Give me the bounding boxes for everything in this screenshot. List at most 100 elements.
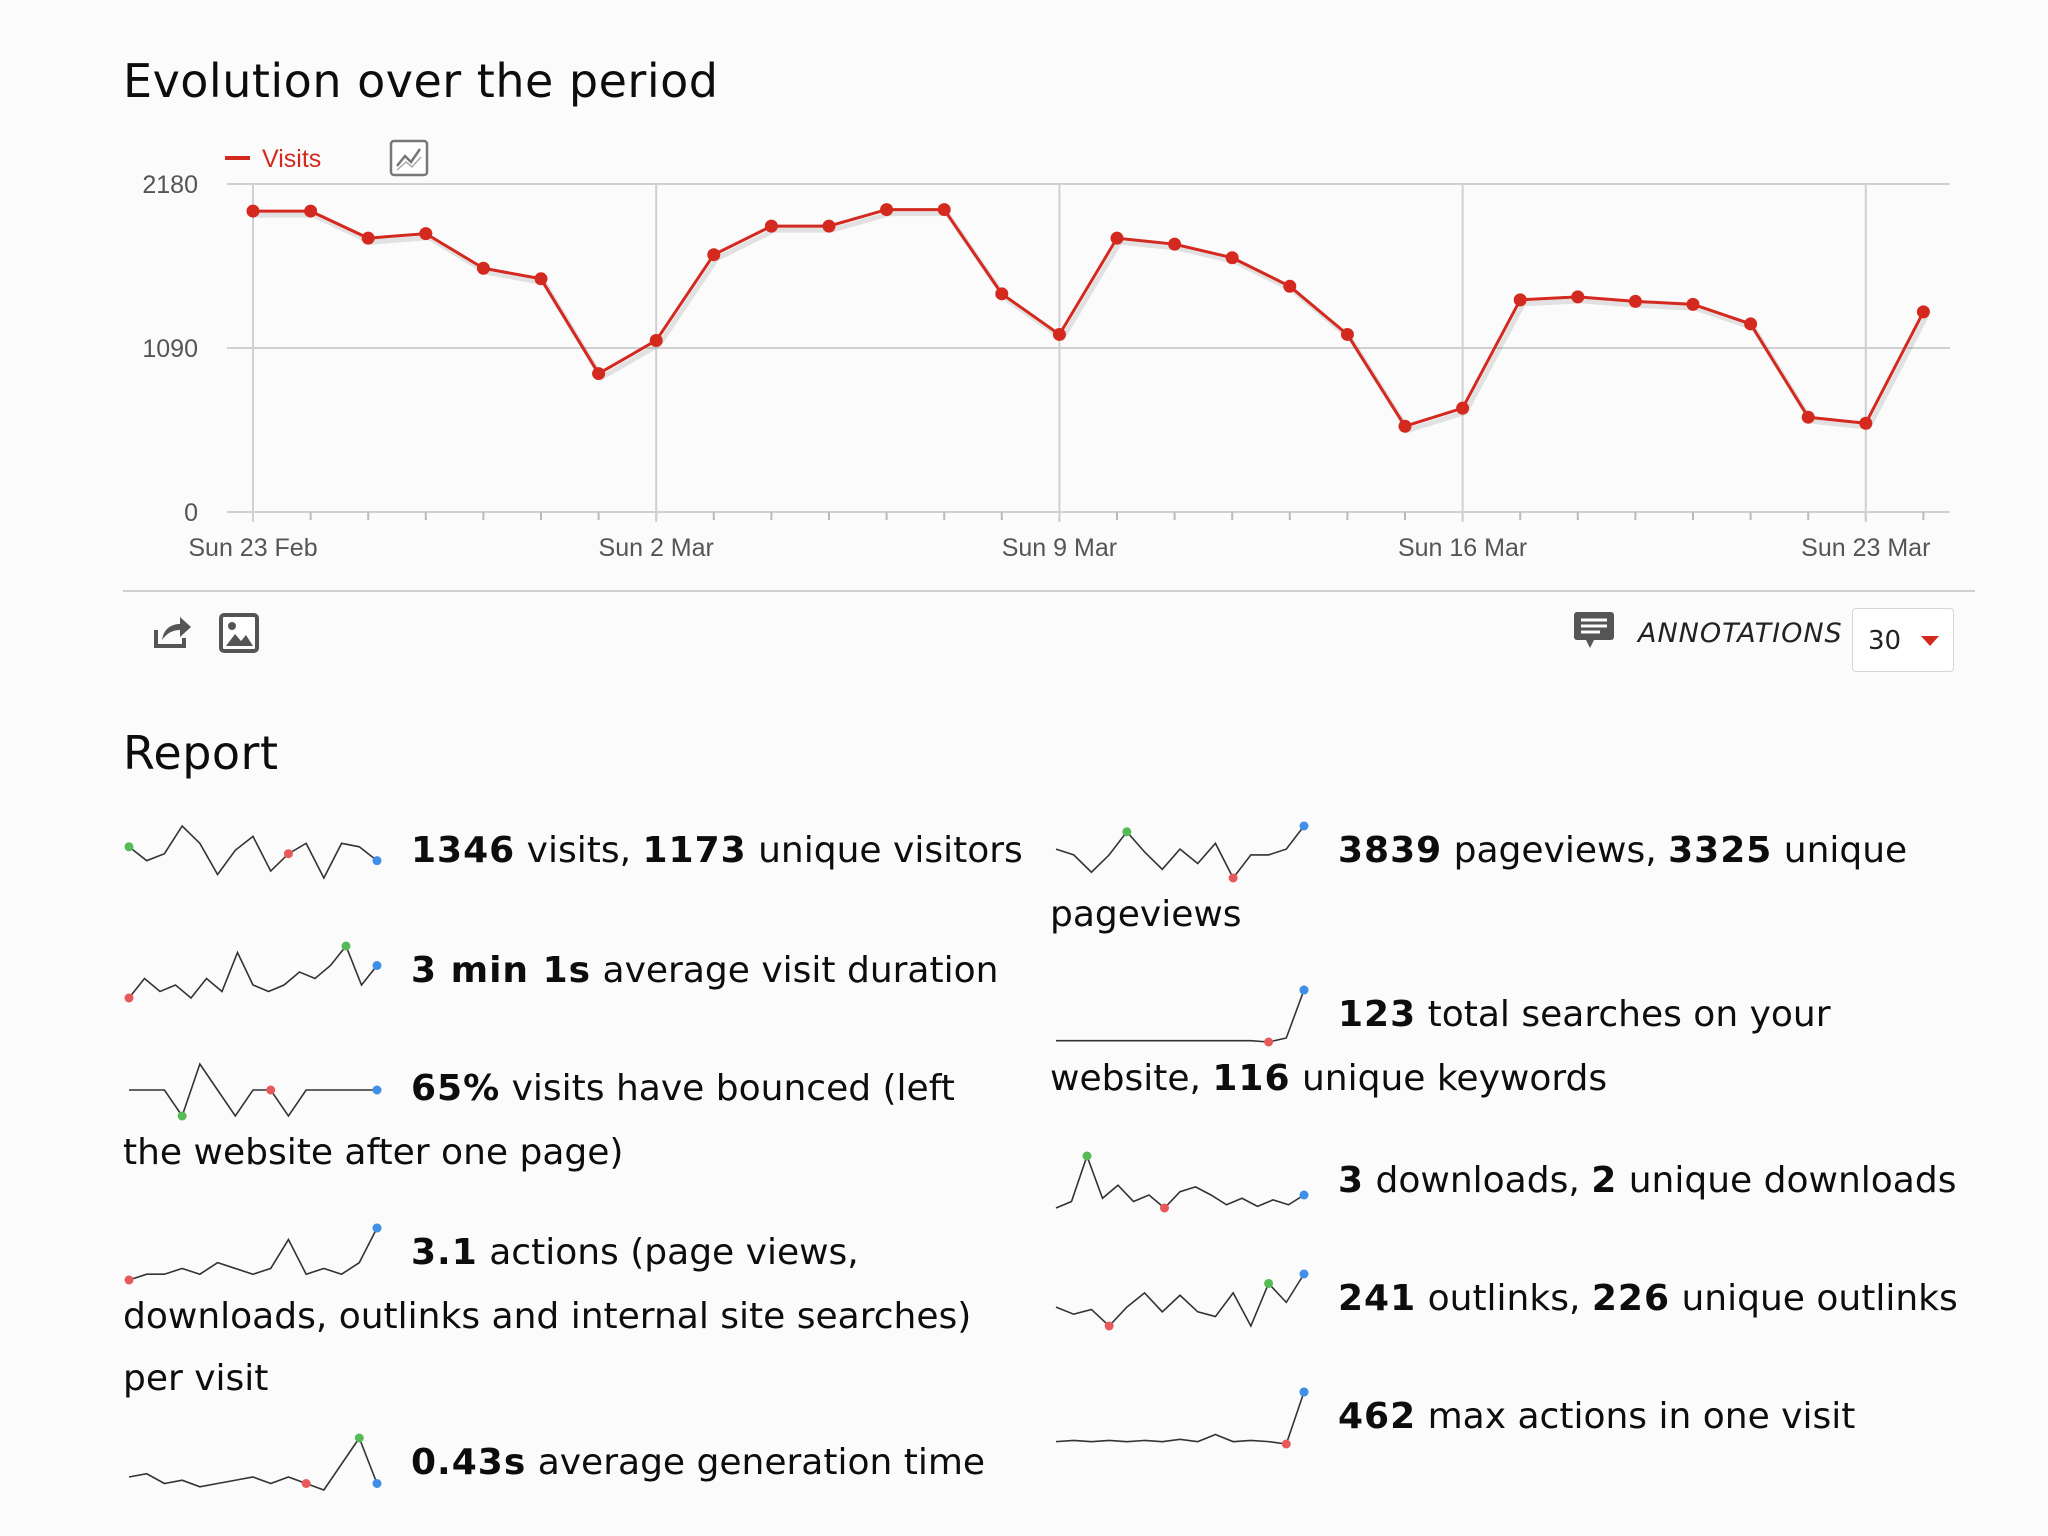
metric-text: visits have bounced (left the website af… — [123, 1068, 955, 1173]
visits-point — [1571, 290, 1585, 304]
metric-text: unique keywords — [1290, 1058, 1608, 1099]
sparkline — [1056, 985, 1309, 1047]
sparkline-max-marker — [124, 842, 134, 852]
report-metric[interactable]: 65% visits have bounced (left the websit… — [123, 1058, 1023, 1184]
x-tick-label: Sun 9 Mar — [1002, 534, 1117, 562]
metric-value: 1346 — [411, 830, 516, 871]
metric-value: 226 — [1591, 1278, 1671, 1319]
visits-point — [1744, 317, 1758, 331]
visits-point — [1859, 416, 1873, 430]
visits-point — [1916, 305, 1930, 319]
export-icon[interactable] — [152, 612, 194, 656]
report-metric[interactable]: 3.1 actions (page views, downloads, outl… — [123, 1222, 1023, 1410]
chart-legend[interactable]: Visits — [225, 145, 321, 173]
visits-point — [304, 204, 318, 218]
report-metric[interactable]: 3 min 1s average visit duration — [123, 940, 1023, 1004]
visits-point — [937, 203, 951, 217]
sparkline-last-marker — [1299, 1387, 1309, 1397]
sparkline — [1055, 1269, 1309, 1331]
visits-point — [476, 261, 490, 275]
sparkline-line — [128, 1436, 378, 1491]
image-icon[interactable] — [218, 612, 260, 658]
sparkline — [128, 1433, 382, 1491]
report-metric[interactable]: 0.43s average generation time — [123, 1432, 1023, 1496]
visits-point — [1513, 293, 1527, 307]
chart-grid — [227, 183, 1950, 522]
metric-text: downloads, — [1364, 1160, 1592, 1201]
sparkline — [124, 1223, 382, 1285]
metric-text: outlinks, — [1416, 1278, 1592, 1319]
period-select-value: 30 — [1868, 626, 1902, 656]
metric-text: total searches on your website, — [1050, 994, 1831, 1099]
metrics-picker-icon[interactable] — [389, 139, 429, 177]
sparkline — [124, 941, 382, 1003]
metric-value: 1173 — [642, 830, 747, 871]
sparkline-min-marker — [1104, 1321, 1114, 1331]
sparkline-min-marker — [1264, 1037, 1274, 1047]
metric-text: pageviews, — [1442, 830, 1669, 871]
sparkline-line — [128, 1227, 378, 1281]
visits-point — [1225, 251, 1239, 265]
metric-text: max actions in one visit — [1416, 1396, 1856, 1437]
metric-value: 123 — [1338, 994, 1417, 1035]
sparkline-line — [1055, 1391, 1305, 1445]
visits-point — [1686, 297, 1700, 311]
metric-text: average generation time — [526, 1442, 986, 1483]
visits-point — [1801, 410, 1815, 424]
sparkline-line — [128, 944, 378, 1000]
sparkline-min-marker — [301, 1479, 311, 1488]
visits-point — [246, 204, 260, 218]
report-metric[interactable]: 3839 pageviews, 3325 unique pageviews — [1050, 820, 1980, 946]
report-metric[interactable]: 123 total searches on your website, 116 … — [1050, 984, 1980, 1110]
visits-series — [246, 203, 1930, 434]
sparkline-last-marker — [1299, 1269, 1309, 1279]
report-metric[interactable]: 241 outlinks, 226 unique outlinks — [1050, 1268, 1980, 1332]
visits-point — [1168, 237, 1182, 251]
metric-text: average visit duration — [591, 950, 999, 991]
sparkline-max-marker — [177, 1111, 187, 1121]
sparkline-min-marker — [266, 1085, 276, 1095]
sparkline-last-marker — [1299, 985, 1309, 995]
report-metric[interactable]: 462 max actions in one visit — [1050, 1386, 1980, 1450]
sparkline-max-marker — [341, 941, 351, 951]
metric-value: 65% — [411, 1068, 501, 1109]
metric-value: 3 min 1s — [411, 950, 592, 991]
annotations-link[interactable]: ANNOTATIONS — [1638, 618, 1843, 649]
report-title: Report — [123, 726, 279, 780]
period-select[interactable]: 30 — [1852, 608, 1954, 672]
metric-value: 116 — [1212, 1058, 1291, 1099]
sparkline — [124, 824, 382, 880]
visits-point — [592, 367, 606, 381]
sparkline-last-marker — [372, 1479, 382, 1488]
sparkline-max-marker — [1264, 1278, 1274, 1288]
sparkline-last-marker — [1299, 821, 1309, 831]
annotations-icon[interactable] — [1572, 610, 1616, 656]
x-tick-label: Sun 16 Mar — [1398, 534, 1527, 562]
x-tick-label: Sun 2 Mar — [599, 534, 714, 562]
sparkline-last-marker — [1299, 1190, 1309, 1200]
report-metric[interactable]: 3 downloads, 2 unique downloads — [1050, 1150, 1980, 1214]
metric-text: visits, — [515, 830, 643, 871]
y-tick-label: 0 — [184, 499, 198, 527]
visits-point — [1340, 327, 1354, 341]
visits-point — [995, 287, 1009, 301]
visits-point — [419, 227, 433, 241]
metric-value: 3325 — [1668, 830, 1773, 871]
visits-point — [1283, 279, 1297, 293]
metric-text: unique pageviews — [1050, 830, 1908, 935]
visits-point — [764, 219, 778, 233]
report-metric[interactable]: 1346 visits, 1173 unique visitors — [123, 820, 1023, 884]
sparkline-line — [128, 824, 378, 880]
sparkline — [1055, 1151, 1309, 1213]
metric-value: 3.1 — [411, 1232, 478, 1273]
visits-point — [822, 219, 836, 233]
y-tick-label: 2180 — [142, 171, 198, 199]
chart-footer-divider — [123, 590, 1975, 592]
visits-point — [1398, 419, 1412, 433]
sparkline-line — [129, 1062, 377, 1118]
visits-point — [649, 333, 663, 347]
visits-point — [707, 248, 721, 262]
sparkline-min-marker — [1281, 1439, 1291, 1449]
visits-point — [1628, 294, 1642, 308]
visits-line-shadow — [256, 211, 1929, 434]
